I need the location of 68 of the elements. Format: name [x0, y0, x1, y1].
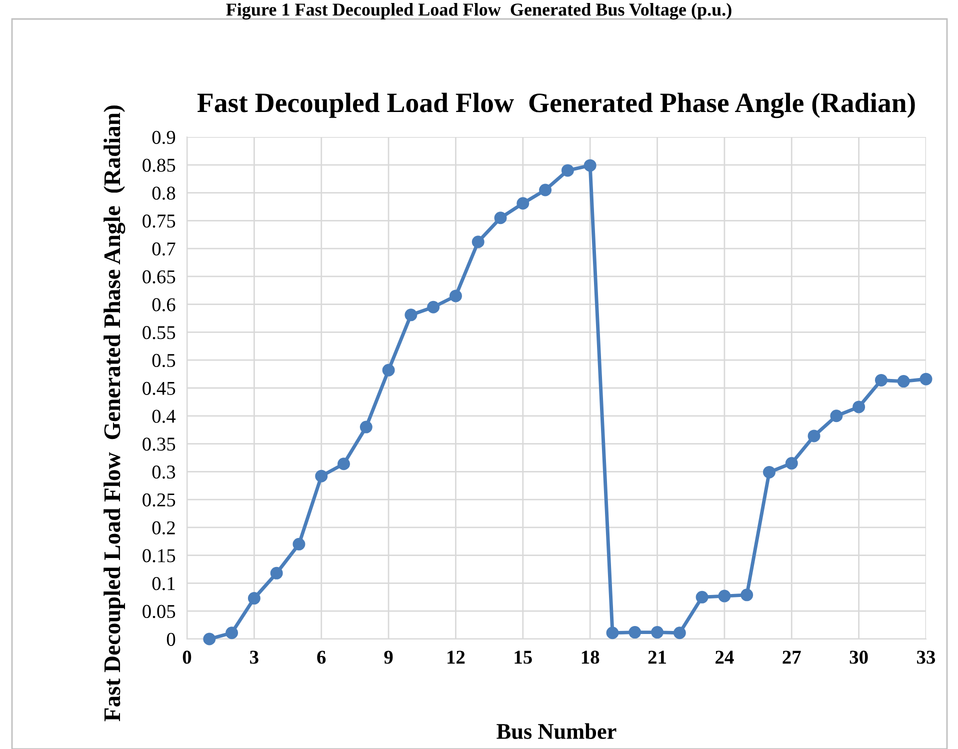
point: [651, 626, 664, 639]
y-tick-label: 0.3: [152, 465, 176, 479]
point: [248, 592, 260, 605]
x-tick-label: 15: [514, 650, 532, 664]
x-tick-label: 0: [182, 650, 192, 664]
y-tick-label: 0.25: [142, 493, 176, 507]
point: [270, 566, 283, 580]
point: [516, 197, 530, 210]
point: [808, 430, 820, 442]
point: [292, 538, 306, 550]
point: [449, 290, 462, 302]
point: [628, 626, 642, 639]
y-tick-label: 0.6: [152, 298, 176, 312]
y-tick-label: 0.65: [142, 270, 176, 284]
x-tick-label: 18: [582, 650, 600, 664]
y-tick-label: 0.35: [142, 438, 176, 451]
caption: Figure 1 Fast Decoupled Load Flow Generated Bus Voltage (p.u.): [226, 2, 732, 20]
y-tick-label: 0.8: [152, 186, 176, 200]
point: [494, 212, 507, 224]
point: [785, 457, 798, 470]
x-tick-label: 6: [317, 650, 326, 664]
y-tick-label: 0.1: [152, 577, 175, 590]
point: [404, 308, 418, 322]
point: [561, 164, 574, 177]
y-tick-label: 0.4: [152, 410, 176, 423]
x-tick-label: 9: [384, 650, 393, 664]
y-tick-label: 0.85: [142, 158, 176, 172]
y-tick-label: 0.45: [142, 382, 176, 396]
x-tick-label: 12: [448, 650, 465, 664]
point: [584, 159, 596, 172]
point: [606, 626, 619, 640]
x-tick-label: 3: [250, 650, 258, 664]
y-tick-label: 0.5: [152, 354, 176, 368]
y-axis-title: Fast Decoupled Load Flow Generated Phase Angle (Radian): [104, 106, 126, 722]
x-tick-label: 27: [782, 650, 801, 664]
y-tick-label: 0.75: [142, 214, 176, 228]
y-tick-label: 0.15: [142, 549, 176, 562]
point: [696, 590, 708, 604]
y-tick-label: 0.2: [152, 521, 175, 534]
y-tick-label: 0: [166, 632, 176, 646]
point: [226, 626, 238, 640]
point: [382, 364, 395, 376]
x-tick-label: 33: [917, 650, 936, 664]
x-tick-label: 30: [850, 650, 868, 664]
y-tick-label: 0.55: [142, 326, 176, 340]
point: [472, 236, 484, 248]
y-tick-label: 0.7: [152, 242, 176, 256]
point: [897, 375, 910, 388]
point: [920, 372, 932, 386]
point: [874, 374, 888, 386]
x-tick-label: 24: [716, 650, 734, 664]
x-tick-label: 21: [648, 650, 666, 664]
point: [427, 300, 440, 314]
point: [852, 400, 866, 414]
point: [740, 588, 754, 602]
point: [203, 632, 216, 646]
point: [338, 458, 350, 470]
point: [673, 626, 686, 640]
point: [718, 590, 731, 602]
point: [315, 470, 328, 482]
y-tick-label: 0.05: [142, 604, 176, 618]
point: [360, 420, 372, 434]
x-axis-title: Bus Number: [496, 723, 616, 739]
chart-title: Fast Decoupled Load Flow Generated Phase Angle (Radian): [197, 92, 915, 118]
point: [830, 410, 843, 422]
point: [762, 466, 776, 478]
point: [539, 184, 552, 196]
y-tick-label: 0.9: [152, 130, 176, 144]
